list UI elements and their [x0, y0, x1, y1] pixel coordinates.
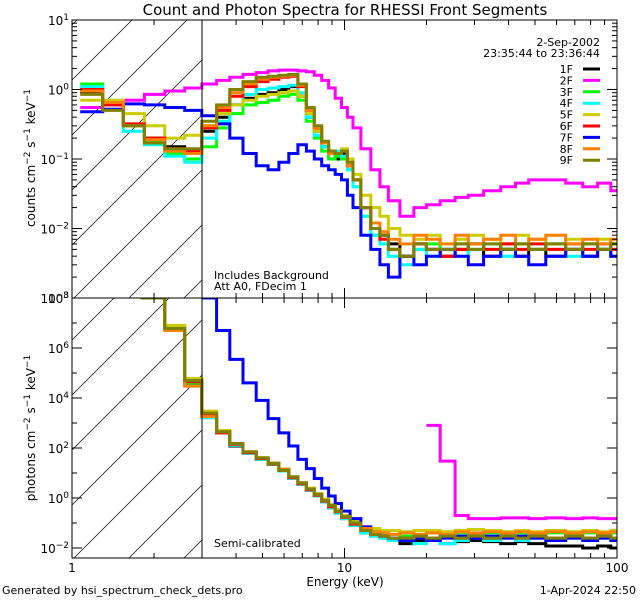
hatch-line — [183, 539, 202, 558]
hatch-line — [622, 260, 640, 560]
hatch-line — [72, 319, 202, 451]
bottom-y-tick-label: 102 — [48, 441, 69, 456]
semi-calibrated-annotation: Semi-calibrated — [214, 537, 301, 550]
bottom-y-tick-label: 108 — [48, 291, 69, 306]
hatch-line — [72, 20, 78, 26]
bottom-y-axis-title: photons cm−2 s−1 keV−1 — [23, 355, 38, 501]
x-tick-label: 1 — [68, 561, 76, 575]
hatch-line — [72, 20, 188, 136]
hatch-line — [457, 260, 640, 560]
top-series-7F — [80, 102, 617, 279]
legend-label-5F: 5F — [560, 109, 573, 122]
hatch-line — [73, 429, 202, 558]
bottom-series-4F — [140, 298, 617, 546]
hatch-line — [292, 260, 592, 560]
hatch-line — [72, 20, 133, 81]
axis-ticks — [71, 19, 618, 558]
bottom-y-tick-label: 10−2 — [40, 541, 69, 556]
top-y-axis-title: counts cm−2 s−1 keV−1 — [23, 89, 38, 227]
hatch-line — [128, 484, 202, 558]
hatch-line — [72, 298, 170, 396]
x-tick-label: 10 — [337, 561, 352, 575]
bottom-series-2F — [426, 423, 617, 521]
hatch-line — [402, 260, 640, 560]
legend-label-7F: 7F — [560, 131, 573, 144]
legend-label-2F: 2F — [560, 74, 573, 87]
hatch-line — [237, 260, 537, 560]
bottom-series-1F — [140, 298, 617, 550]
top-series-2F — [80, 68, 617, 218]
bottom-y-tick-label: 100 — [48, 491, 69, 506]
generated-by-footer: Generated by hsi_spectrum_check_dets.pro — [2, 584, 243, 597]
hatch-line — [622, 0, 640, 300]
hatch-line — [567, 260, 640, 560]
attenuator-annotation: Att A0, FDecim 1 — [214, 280, 307, 293]
date-annotation: 2-Sep-2002 — [536, 36, 600, 49]
top-series-group — [80, 68, 617, 279]
legend-label-3F: 3F — [560, 86, 573, 99]
legend-label-9F: 9F — [560, 154, 573, 167]
chart-title: Count and Photon Spectra for RHESSI Fron… — [143, 1, 548, 19]
background-annotation: Includes Background — [214, 269, 329, 282]
x-tick-label: 100 — [606, 561, 629, 575]
top-series-9F — [80, 72, 617, 258]
hatch-line — [73, 169, 202, 298]
top-y-tick-label: 100 — [48, 83, 69, 98]
top-y-tick-label: 10−3 — [40, 291, 69, 306]
top-y-tick-label: 10−2 — [40, 222, 69, 237]
hatch-line — [512, 260, 640, 560]
hatch-line — [128, 224, 202, 298]
bottom-series-group — [140, 298, 617, 550]
top-y-tick-label: 101 — [48, 13, 69, 28]
timestamp-footer: 1-Apr-2024 22:50 — [540, 584, 636, 597]
legend-label-1F: 1F — [560, 63, 573, 76]
time-range-annotation: 23:35:44 to 23:36:44 — [483, 47, 600, 60]
bottom-series-9F — [140, 298, 617, 540]
hatch-line — [72, 59, 202, 191]
hatch-line — [72, 298, 115, 341]
bottom-series-8F — [140, 298, 617, 536]
bottom-series-7F — [201, 298, 617, 542]
hatch-line — [72, 374, 202, 506]
top-y-tick-label: 10−1 — [40, 152, 69, 167]
bottom-shaded-region — [72, 260, 640, 560]
bottom-y-tick-label: 106 — [48, 341, 69, 356]
legend-label-8F: 8F — [560, 143, 573, 156]
legend-label-4F: 4F — [560, 97, 573, 110]
x-axis-title: Energy (keV) — [306, 575, 383, 589]
legend-label-6F: 6F — [560, 120, 573, 133]
hatch-line — [347, 260, 640, 560]
bottom-y-tick-label: 104 — [48, 391, 69, 406]
